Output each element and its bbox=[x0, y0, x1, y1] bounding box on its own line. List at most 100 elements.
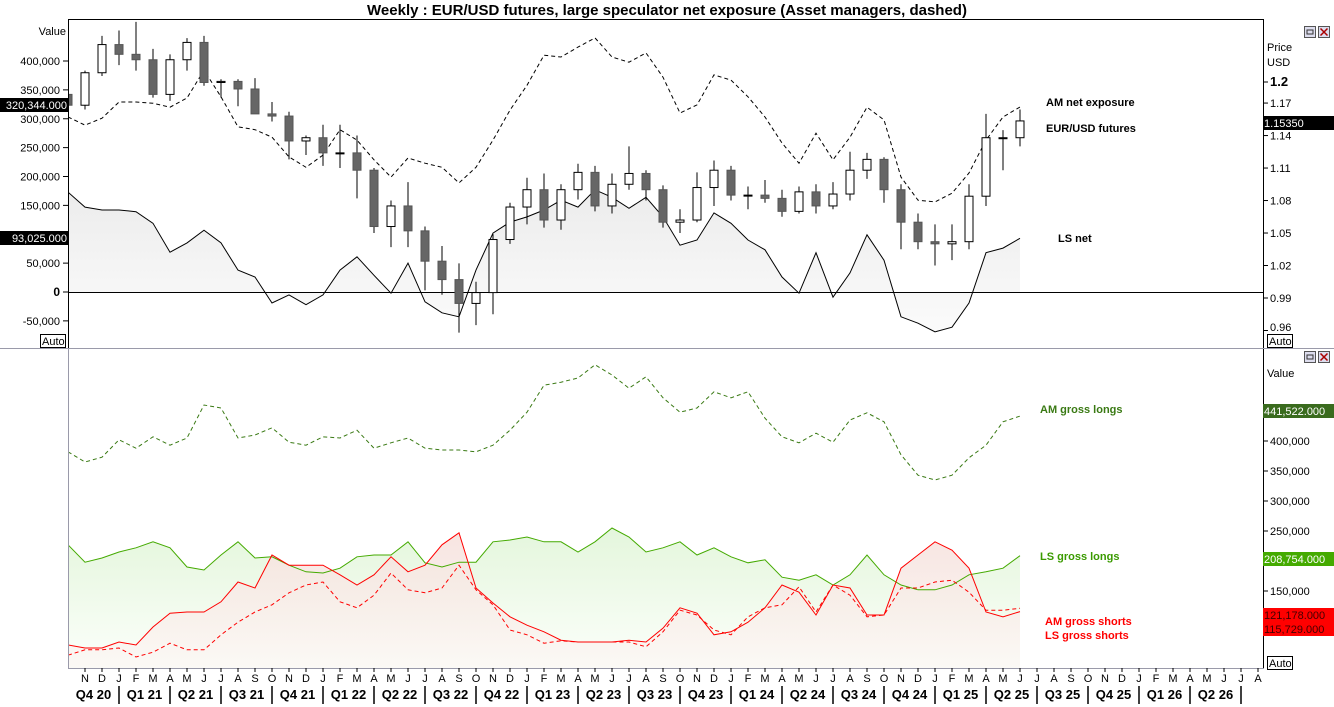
quarter-label: Q4 22 bbox=[484, 687, 519, 702]
quarter-label: Q1 26 bbox=[1147, 687, 1182, 702]
quarter-label: Q2 24 bbox=[790, 687, 826, 702]
month-label: O bbox=[472, 673, 481, 685]
label-am-net-exposure: AM net exposure bbox=[1046, 97, 1135, 109]
candle-body-down bbox=[199, 41, 209, 83]
candle-body-down bbox=[267, 113, 277, 117]
price-candle bbox=[811, 184, 821, 214]
candle-body-up bbox=[556, 189, 566, 221]
price-candle bbox=[80, 70, 90, 110]
price-candle bbox=[233, 79, 243, 107]
month-label: N bbox=[489, 673, 497, 685]
quarter-label: Q4 20 bbox=[76, 687, 111, 702]
tag-price: 1.15350 bbox=[1263, 116, 1334, 130]
candle-body-down bbox=[539, 189, 549, 221]
price-candle bbox=[454, 263, 464, 333]
quarter-label: Q3 24 bbox=[841, 687, 877, 702]
candle-body-down bbox=[114, 44, 124, 55]
bottom-right-tick-label: 350,000 bbox=[1270, 466, 1310, 478]
candle-body-down bbox=[811, 191, 821, 207]
bottom-pane-minimize-button[interactable] bbox=[1304, 351, 1316, 363]
quarter-label: Q3 25 bbox=[1045, 687, 1080, 702]
candle-body-down bbox=[777, 197, 787, 212]
price-candle bbox=[69, 93, 73, 106]
candle-body-up bbox=[794, 191, 804, 212]
top-right-auto-button[interactable]: Auto bbox=[1267, 334, 1293, 349]
quarter-label: Q2 23 bbox=[586, 687, 621, 702]
month-label: M bbox=[1202, 673, 1211, 685]
month-label: J bbox=[1238, 673, 1244, 685]
candle-body-down bbox=[131, 53, 141, 61]
price-candle bbox=[386, 200, 396, 248]
price-candle bbox=[369, 168, 379, 234]
candle-body-up bbox=[522, 189, 532, 208]
candle-body-up bbox=[947, 241, 957, 245]
tag-ls-net: 93,025.000 bbox=[0, 231, 69, 245]
month-label: D bbox=[914, 673, 922, 685]
candle-body-down bbox=[641, 172, 651, 191]
candle-body-up bbox=[964, 195, 974, 243]
price-candle bbox=[318, 124, 328, 166]
candle-body-up bbox=[828, 193, 838, 207]
ls-gross-shorts-area bbox=[69, 532, 1020, 668]
price-candle bbox=[828, 182, 838, 210]
candle-body-up bbox=[386, 205, 396, 228]
price-candle bbox=[267, 101, 277, 122]
month-label: J bbox=[626, 673, 632, 685]
month-label: J bbox=[813, 673, 819, 685]
month-label: M bbox=[760, 673, 769, 685]
tag-gross-shorts: 121,178.000 115,729.000 bbox=[1263, 608, 1334, 636]
top-pane-close-button[interactable] bbox=[1318, 26, 1330, 38]
top-right-tick-label: 1.08 bbox=[1270, 196, 1291, 208]
ls-net-area bbox=[69, 189, 1020, 332]
month-label: A bbox=[438, 673, 446, 685]
chart-title: Weekly : EUR/USD futures, large speculat… bbox=[367, 2, 967, 19]
quarter-label: Q2 26 bbox=[1198, 687, 1233, 702]
price-candle bbox=[114, 30, 124, 66]
top-right-tick-label: 1.05 bbox=[1270, 228, 1291, 240]
candle-body-down bbox=[454, 279, 464, 304]
quarter-label: Q4 24 bbox=[892, 687, 928, 702]
month-label: N bbox=[693, 673, 701, 685]
month-label: N bbox=[81, 673, 89, 685]
candle-body-down bbox=[250, 88, 260, 115]
top-left-tick-label: 350,000 bbox=[20, 85, 60, 97]
price-candle bbox=[760, 179, 770, 203]
minimize-icon bbox=[1306, 354, 1314, 360]
month-label: S bbox=[455, 673, 462, 685]
top-right-tick-label: 1.17 bbox=[1270, 98, 1291, 110]
price-candle bbox=[794, 186, 804, 214]
candle-body-up bbox=[505, 206, 515, 241]
price-candle bbox=[284, 111, 294, 160]
price-candle bbox=[165, 54, 175, 101]
top-right-tick-label: 0.96 bbox=[1270, 322, 1291, 334]
price-candle bbox=[964, 184, 974, 250]
price-candle bbox=[641, 170, 651, 201]
top-left-auto-button[interactable]: Auto bbox=[40, 334, 66, 349]
close-icon bbox=[1319, 352, 1329, 362]
month-label: S bbox=[1067, 673, 1074, 685]
quarter-label: Q3 22 bbox=[433, 687, 468, 702]
month-label: J bbox=[405, 673, 411, 685]
candle-body-down bbox=[590, 171, 600, 207]
month-label: S bbox=[659, 673, 666, 685]
candle-body-up bbox=[301, 137, 311, 142]
quarter-label: Q2 22 bbox=[382, 687, 417, 702]
top-right-tick-label: 1.14 bbox=[1270, 131, 1291, 143]
price-candle bbox=[913, 213, 923, 250]
quarter-label: Q3 23 bbox=[637, 687, 672, 702]
top-pane-minimize-button[interactable] bbox=[1304, 26, 1316, 38]
candle-body-up bbox=[692, 187, 702, 221]
month-label: O bbox=[268, 673, 277, 685]
top-left-tick-label: 250,000 bbox=[20, 143, 60, 155]
price-candle bbox=[658, 185, 668, 228]
month-label: D bbox=[506, 673, 514, 685]
bottom-pane-close-button[interactable] bbox=[1318, 351, 1330, 363]
month-label: F bbox=[133, 673, 140, 685]
month-label: F bbox=[337, 673, 344, 685]
month-label: A bbox=[166, 673, 174, 685]
candle-body-up bbox=[80, 72, 90, 106]
candle-body-up bbox=[1015, 120, 1025, 139]
bottom-right-auto-button[interactable]: Auto bbox=[1267, 656, 1293, 671]
month-label: M bbox=[998, 673, 1007, 685]
